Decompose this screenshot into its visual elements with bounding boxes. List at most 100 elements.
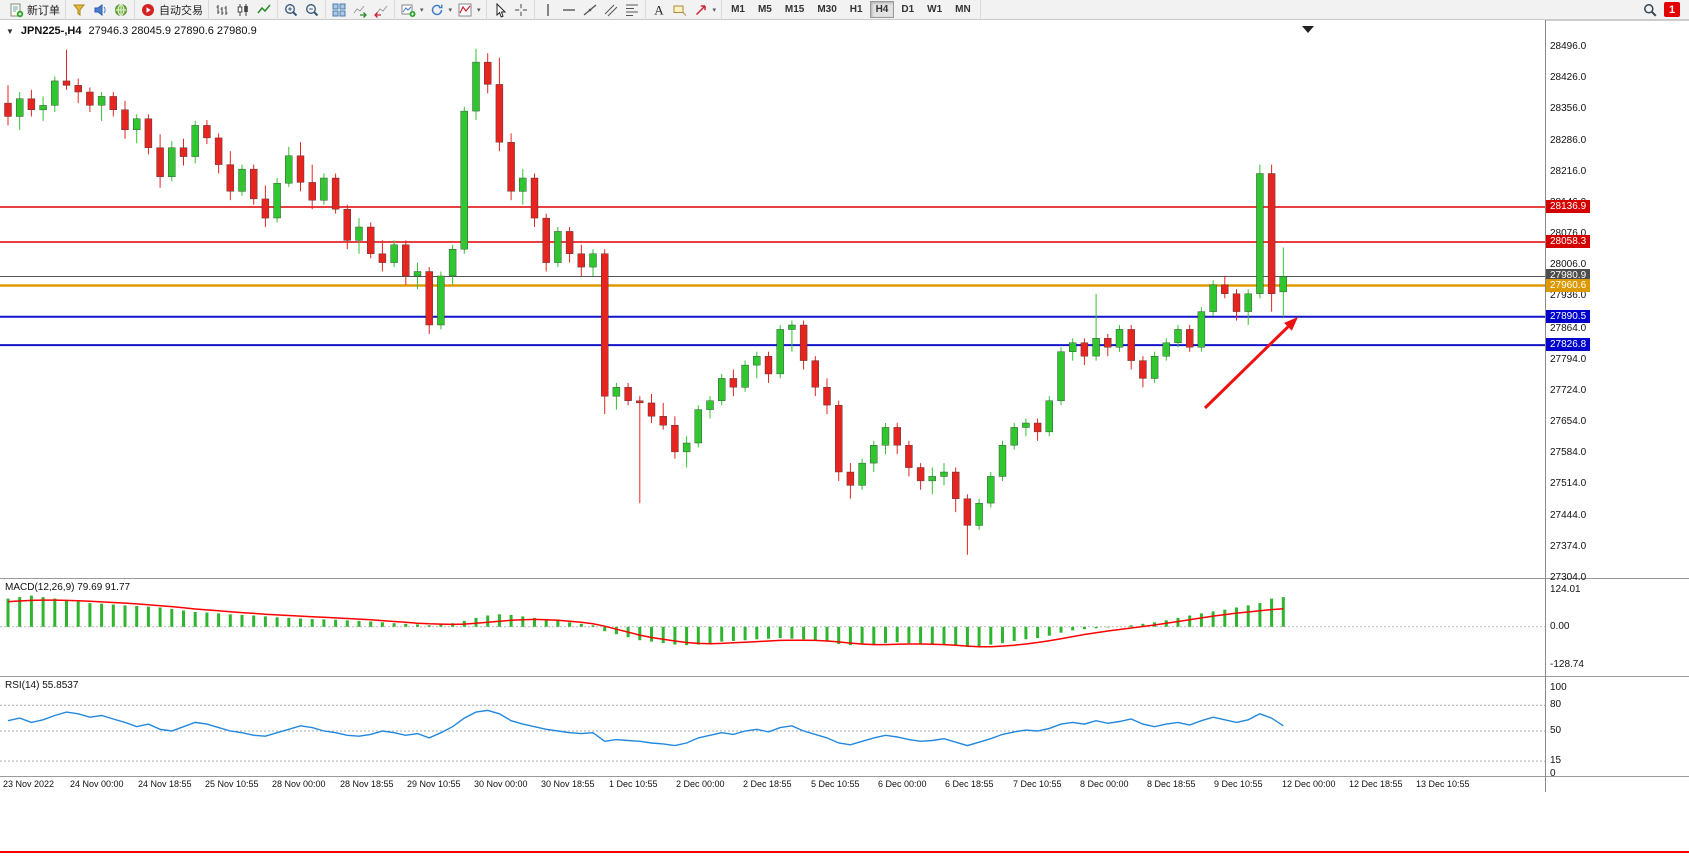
crosshair-button[interactable] [511,1,531,19]
chart-shift-button[interactable] [371,1,391,19]
time-label: 25 Nov 10:55 [205,779,259,789]
text-label-button[interactable] [670,1,690,19]
community-button[interactable] [111,1,131,19]
fibonacci-button[interactable] [622,1,642,19]
price-tick: 28286.0 [1550,135,1587,146]
linechart-icon [256,2,272,18]
timeframe-m30-button[interactable]: M30 [811,1,842,18]
time-label: 5 Dec 10:55 [811,779,860,789]
horizontal-line-button[interactable] [559,1,579,19]
rsi-splitter[interactable] [0,676,1689,677]
crosshair-icon [513,2,529,18]
line-chart-type-button[interactable] [254,1,274,19]
price-tick: 27304.0 [1550,572,1587,583]
chart-symbol-label: JPN225-,H4 [20,25,82,37]
autotrade-icon [140,2,156,18]
macd-splitter[interactable] [0,578,1689,579]
time-axis[interactable]: 23 Nov 2022 24 Nov 00:00 24 Nov 18:55 25 No… [0,777,1689,793]
time-label: 8 Dec 18:55 [1147,779,1196,789]
rsi-line [7,709,1284,747]
vertical-line-button[interactable] [538,1,558,19]
arrows-icon [693,2,709,18]
price-tick: 27654.0 [1550,416,1587,427]
time-label: 24 Nov 00:00 [70,779,124,789]
rsi-tick: 15 [1550,755,1562,766]
time-label: 2 Dec 18:55 [743,779,792,789]
time-label: 1 Dec 10:55 [609,779,658,789]
channel-icon [603,2,619,18]
candle-chart-type-button[interactable] [233,1,253,19]
time-label: 24 Nov 18:55 [138,779,192,789]
svg-text:A: A [654,2,664,17]
tile-icon [331,2,347,18]
toolbar-group: 自动交易 [135,0,209,20]
price-tick: 27514.0 [1550,478,1587,489]
timeframe-d1-button[interactable]: D1 [895,1,920,18]
price-badge: 27826.8 [1546,338,1591,351]
speaker-icon [92,2,108,18]
zoom-out-button[interactable] [302,1,322,19]
sound-button[interactable] [90,1,110,19]
rsi-plot[interactable] [0,678,1545,775]
trendline-button[interactable] [580,1,600,19]
text-button[interactable]: A [649,1,669,19]
profiles-button[interactable]: ▾ [427,1,455,19]
timeframe-m1-button[interactable]: M1 [725,1,751,18]
time-label: 29 Nov 10:55 [407,779,461,789]
zoom-in-button[interactable] [281,1,301,19]
timeframe-mn-button[interactable]: MN [949,1,977,18]
macd-tick: 124.01 [1550,584,1581,595]
arrows-button[interactable]: ▾ [691,1,719,19]
timeframe-h4-button[interactable]: H4 [869,1,895,18]
timeframe-w1-button[interactable]: W1 [921,1,948,18]
alert-button[interactable] [69,1,89,19]
price-axis[interactable]: 28496.028426.028356.028286.028216.028146… [1546,0,1688,800]
main-chart-plot[interactable] [0,20,1545,578]
price-tick: 28006.0 [1550,259,1587,270]
new-chart-button[interactable]: ▾ [398,1,426,19]
time-label: 7 Dec 10:55 [1013,779,1062,789]
price-tick: 27794.0 [1550,354,1587,365]
timeframe-m15-button[interactable]: M15 [779,1,810,18]
macd-plot[interactable] [0,580,1545,675]
price-tick: 28426.0 [1550,72,1587,83]
price-badge: 28136.9 [1546,200,1591,213]
indicators-list-button[interactable]: ▾ [455,1,483,19]
new-order-button-label: 新订单 [27,4,60,17]
timeframe-m5-button[interactable]: M5 [752,1,778,18]
rsi-tick: 80 [1550,699,1562,710]
chart-collapse-icon[interactable]: ▼ [6,26,14,36]
price-badge: 27960.6 [1546,279,1591,292]
time-label: 9 Dec 10:55 [1214,779,1263,789]
cycle-icon [429,2,445,18]
equidistant-channel-button[interactable] [601,1,621,19]
time-label: 30 Nov 00:00 [474,779,528,789]
bottom-red-divider [0,851,1689,853]
auto-scroll-button[interactable] [350,1,370,19]
timeframe-h1-button[interactable]: H1 [844,1,869,18]
chevron-down-icon: ▾ [420,6,424,14]
search-button[interactable] [1640,1,1660,19]
rsi-tick: 100 [1550,682,1567,693]
price-tick: 28356.0 [1550,103,1587,114]
fibo-icon [624,2,640,18]
hline-icon [561,2,577,18]
price-tick: 28076.0 [1550,228,1587,239]
time-label: 28 Nov 00:00 [272,779,326,789]
cursor-button[interactable] [490,1,510,19]
zoomout-icon [304,2,320,18]
tline-icon [582,2,598,18]
vline-icon [540,2,556,18]
new-order-button[interactable]: 新订单 [6,1,62,19]
time-label: 8 Dec 00:00 [1080,779,1129,789]
toolbar-group [487,0,535,20]
doc-icon [8,2,24,18]
rsi-tick: 50 [1550,725,1562,736]
time-label: 12 Dec 18:55 [1349,779,1403,789]
bar-chart-type-button[interactable] [212,1,232,19]
auto-trading-button[interactable]: 自动交易 [138,1,205,19]
notification-badge[interactable]: 1 [1664,2,1680,17]
toolbar-group [209,0,278,20]
tile-windows-button[interactable] [329,1,349,19]
time-label: 13 Dec 10:55 [1416,779,1470,789]
